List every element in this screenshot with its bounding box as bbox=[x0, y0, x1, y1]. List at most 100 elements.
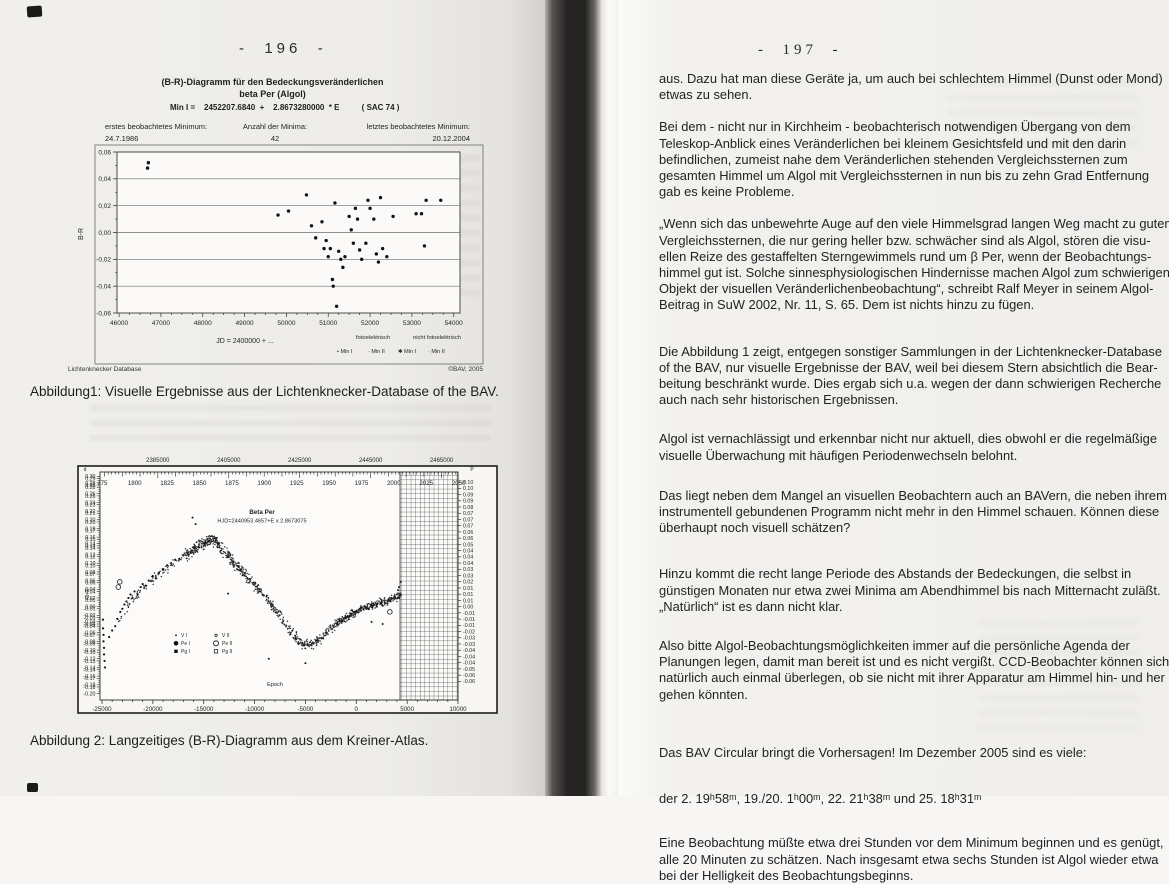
fig2-year-label: 1950 bbox=[322, 480, 336, 487]
fig2-data-point bbox=[388, 600, 391, 602]
fig2-data-point bbox=[379, 601, 382, 604]
fig2-data-point bbox=[188, 558, 190, 560]
fig2-data-point bbox=[213, 535, 216, 538]
fig2-right-tick-label: -0.06 bbox=[463, 673, 475, 679]
fig2-data-point bbox=[297, 637, 300, 640]
fig2-data-point bbox=[206, 537, 209, 540]
fig2-right-tick-label: -0.02 bbox=[463, 629, 475, 635]
fig2-data-point bbox=[400, 595, 402, 597]
fig2-data-point bbox=[193, 543, 195, 546]
fig2-data-point bbox=[227, 556, 229, 558]
paragraph: Also bitte Algol-Beobachtungsmöglichkeit… bbox=[659, 638, 1169, 702]
fig2-data-point bbox=[306, 643, 308, 645]
fig2-left-tick-label: 0.02 bbox=[85, 596, 95, 602]
fig2-data-point bbox=[358, 611, 360, 613]
fig2-right-tick-label: 0.07 bbox=[463, 524, 473, 530]
fig2-x-axis-label: Epoch bbox=[267, 682, 283, 688]
fig2-sparse-point bbox=[108, 635, 111, 639]
fig2-data-point bbox=[214, 543, 216, 546]
fig2-data-point bbox=[137, 596, 140, 598]
figure1-title-line2: beta Per (Algol) bbox=[239, 89, 306, 100]
fig2-data-point bbox=[319, 634, 321, 636]
fig2-data-point bbox=[288, 627, 291, 629]
fig2-data-point bbox=[198, 542, 200, 545]
fig2-data-point bbox=[218, 543, 220, 545]
scan-artifact-bottom-left bbox=[27, 783, 38, 792]
fig2-data-point bbox=[267, 596, 270, 599]
fig2-data-point bbox=[242, 571, 244, 573]
fig2-left-tick-label: 0.16 bbox=[85, 535, 95, 541]
fig2-data-point bbox=[192, 553, 195, 555]
fig2-data-point bbox=[287, 627, 289, 630]
fig1-data-point bbox=[276, 213, 280, 217]
fig2-data-point bbox=[253, 581, 255, 584]
fig2-left-tick-label: -0.04 bbox=[83, 624, 95, 630]
fig2-data-point bbox=[282, 620, 285, 623]
fig2-data-point bbox=[302, 643, 305, 646]
fig2-data-point bbox=[227, 551, 229, 554]
fig2-left-tick-label: 0.12 bbox=[85, 555, 95, 561]
fig1-data-point bbox=[357, 248, 362, 252]
fig2-data-point bbox=[255, 585, 257, 588]
fig2-data-point bbox=[279, 610, 282, 612]
fig2-data-point bbox=[198, 546, 201, 549]
fig2-data-point bbox=[194, 550, 196, 552]
fig2-data-point bbox=[136, 597, 138, 599]
fig2-data-point bbox=[383, 597, 386, 599]
fig2-data-point bbox=[380, 598, 383, 601]
fig2-data-point bbox=[202, 548, 205, 551]
fig2-data-point bbox=[228, 551, 231, 553]
fig2-data-point bbox=[272, 600, 274, 602]
fig2-data-point bbox=[223, 546, 226, 548]
fig2-sparse-point bbox=[121, 607, 124, 610]
fig2-data-point bbox=[212, 543, 214, 545]
figure1-first-minimum: erstes beobachtetes Minimum: 24.7.1986 bbox=[105, 122, 208, 143]
paragraph: Eine Beobachtung müßte etwa drei Stunden… bbox=[659, 835, 1164, 883]
fig2-data-point bbox=[153, 572, 156, 574]
fig2-data-point bbox=[231, 560, 234, 562]
fig2-data-point bbox=[126, 604, 129, 606]
figure1-ephemeris-formula: Min I = 2452207.6840 + 2.8673280000 * E … bbox=[170, 103, 400, 112]
fig2-prediction-hatch-region bbox=[399, 471, 459, 701]
fig2-data-point bbox=[173, 565, 176, 567]
fig2-data-point bbox=[261, 594, 263, 596]
fig2-data-point bbox=[399, 592, 402, 594]
fig2-data-point bbox=[296, 635, 299, 638]
fig2-data-point bbox=[236, 564, 238, 567]
fig1-x-axis-label: JD = 2400000 + ... bbox=[216, 338, 274, 345]
fig2-legend-label: V I bbox=[181, 633, 187, 639]
fig2-data-point bbox=[346, 619, 348, 622]
fig2-data-point bbox=[212, 539, 214, 542]
fig2-right-tick-label: 0.06 bbox=[463, 530, 473, 536]
fig2-data-point bbox=[204, 545, 207, 547]
fig2-data-point bbox=[314, 639, 317, 642]
fig2-data-point bbox=[306, 638, 308, 640]
fig2-sparse-point bbox=[101, 627, 105, 630]
paragraph: Das liegt neben dem Mangel an visuellen … bbox=[659, 487, 1167, 536]
fig2-year-label: 1800 bbox=[128, 480, 142, 487]
fig1-data-point bbox=[334, 304, 339, 308]
fig2-data-point bbox=[183, 552, 186, 554]
fig2-data-point bbox=[257, 584, 260, 586]
fig2-data-point bbox=[127, 602, 129, 604]
fig1-data-point bbox=[330, 277, 335, 282]
fig2-data-point bbox=[213, 537, 215, 539]
fig2-data-point bbox=[220, 542, 222, 544]
fig2-data-point bbox=[361, 606, 364, 608]
fig2-data-point bbox=[245, 577, 247, 580]
paragraph: aus. Dazu hat man diese Geräte ja, um au… bbox=[659, 71, 1163, 103]
fig1-ytick-label: 0,04 bbox=[98, 176, 111, 183]
fig2-sparse-point bbox=[102, 640, 105, 643]
fig2-data-point bbox=[186, 560, 189, 562]
fig1-xtick-label: 47000 bbox=[152, 320, 170, 327]
fig2-right-tick-label: -0.01 bbox=[463, 617, 475, 623]
fig2-data-point bbox=[229, 554, 231, 557]
fig1-y-axis-label: B-R bbox=[78, 228, 85, 240]
fig2-data-point bbox=[231, 554, 234, 556]
fig2-data-point bbox=[390, 594, 393, 597]
fig2-data-point bbox=[376, 600, 378, 602]
fig2-data-point bbox=[254, 582, 256, 584]
fig2-data-point bbox=[248, 573, 250, 575]
fig2-data-point bbox=[282, 622, 284, 625]
fig2-data-point bbox=[246, 580, 248, 582]
